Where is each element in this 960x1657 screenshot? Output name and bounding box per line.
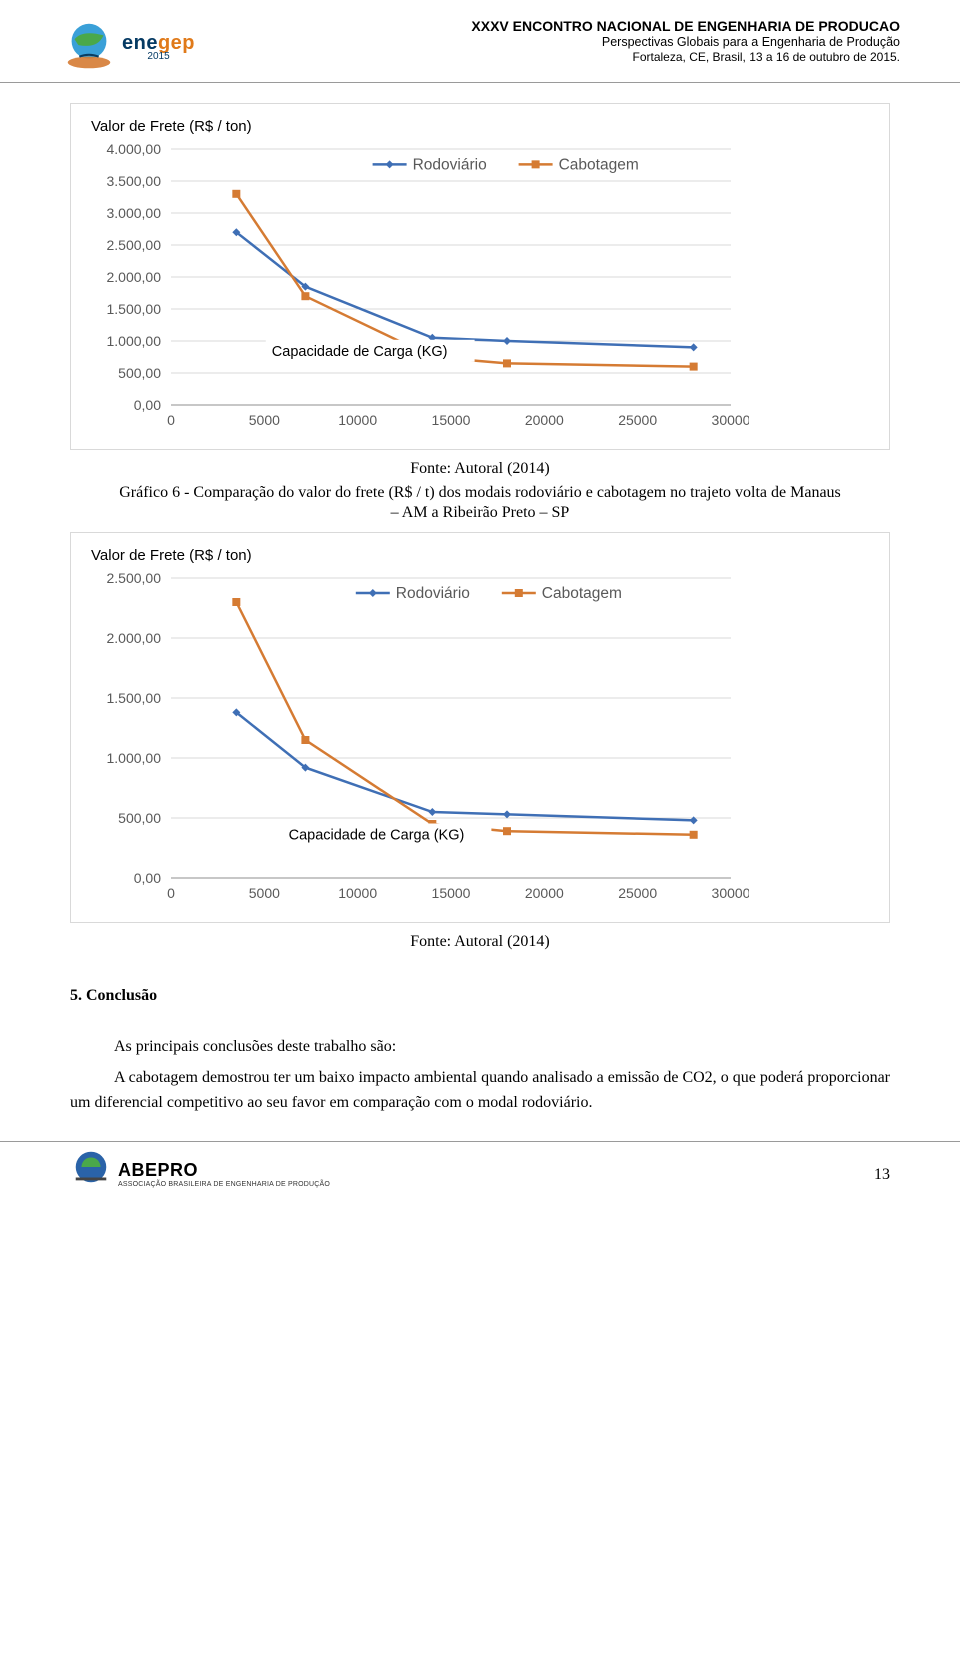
svg-text:500,00: 500,00: [118, 365, 161, 381]
chart1-svg: 0,00 500,00 1.000,00 1.500,00 2.000,00 2.500,…: [85, 141, 749, 435]
footer-brand: ABEPRO: [118, 1160, 330, 1181]
graph6-caption-line1: Gráfico 6 - Comparação do valor do frete…: [70, 484, 890, 502]
svg-text:30000: 30000: [712, 885, 749, 901]
svg-text:3.000,00: 3.000,00: [107, 205, 162, 221]
svg-text:2.500,00: 2.500,00: [107, 237, 162, 253]
svg-text:15000: 15000: [432, 412, 471, 428]
header-event-info: XXXV ENCONTRO NACIONAL DE ENGENHARIA DE …: [471, 18, 900, 64]
chart1-plot-area: 0,00 500,00 1.000,00 1.500,00 2.000,00 2.500,…: [85, 141, 871, 435]
svg-text:0: 0: [167, 412, 175, 428]
chart1-source: Fonte: Autoral (2014): [70, 460, 890, 478]
event-location-date: Fortaleza, CE, Brasil, 13 a 16 de outubr…: [471, 50, 900, 64]
svg-text:Rodoviário: Rodoviário: [396, 585, 470, 602]
svg-text:Rodoviário: Rodoviário: [413, 156, 487, 173]
abepro-icon: [70, 1146, 112, 1188]
svg-text:2.000,00: 2.000,00: [107, 630, 162, 646]
svg-text:0: 0: [167, 885, 175, 901]
chart2-plot-area: 0,00 500,00 1.000,00 1.500,00 2.000,00 2.500,…: [85, 570, 871, 908]
conclusion-para-2: A cabotagem demostrou ter um baixo impac…: [70, 1066, 890, 1116]
chart2-title: Valor de Frete (R$ / ton): [91, 547, 871, 564]
svg-text:1.000,00: 1.000,00: [107, 750, 162, 766]
svg-text:20000: 20000: [525, 412, 564, 428]
graph6-caption-line2: – AM a Ribeirão Preto – SP: [70, 504, 890, 522]
svg-text:1.000,00: 1.000,00: [107, 333, 162, 349]
svg-text:Cabotagem: Cabotagem: [542, 585, 622, 602]
svg-text:30000: 30000: [712, 412, 749, 428]
svg-text:15000: 15000: [432, 885, 471, 901]
svg-text:10000: 10000: [338, 885, 377, 901]
chart2-svg: 0,00 500,00 1.000,00 1.500,00 2.000,00 2.500,…: [85, 570, 749, 908]
svg-text:3.500,00: 3.500,00: [107, 173, 162, 189]
page-header: enegep 2015 XXXV ENCONTRO NACIONAL DE EN…: [0, 0, 960, 83]
globe-icon: [60, 18, 118, 76]
svg-text:25000: 25000: [618, 885, 657, 901]
chart1-title: Valor de Frete (R$ / ton): [91, 118, 871, 135]
svg-text:2.500,00: 2.500,00: [107, 570, 162, 586]
svg-text:500,00: 500,00: [118, 810, 161, 826]
abepro-logo: ABEPRO ASSOCIAÇÃO BRASILEIRA DE ENGENHAR…: [70, 1142, 330, 1188]
chart-frete-1: Valor de Frete (R$ / ton) 0,00 500,00 1.00…: [70, 103, 890, 450]
enegep-logo: enegep 2015: [60, 18, 195, 76]
chart2-source: Fonte: Autoral (2014): [70, 933, 890, 951]
footer-sub: ASSOCIAÇÃO BRASILEIRA DE ENGENHARIA DE P…: [118, 1181, 330, 1188]
svg-text:5000: 5000: [249, 885, 280, 901]
svg-text:Capacidade de Carga (KG): Capacidade de Carga (KG): [289, 828, 465, 844]
event-title: XXXV ENCONTRO NACIONAL DE ENGENHARIA DE …: [471, 18, 900, 34]
svg-text:20000: 20000: [525, 885, 564, 901]
conclusion-para-1: As principais conclusões deste trabalho …: [70, 1035, 890, 1060]
page-footer: ABEPRO ASSOCIAÇÃO BRASILEIRA DE ENGENHAR…: [0, 1141, 960, 1188]
page-number: 13: [874, 1166, 890, 1188]
svg-text:10000: 10000: [338, 412, 377, 428]
page-content: Valor de Frete (R$ / ton) 0,00 500,00 1.00…: [0, 83, 960, 1141]
svg-text:2.000,00: 2.000,00: [107, 269, 162, 285]
svg-text:Capacidade de Carga (KG): Capacidade de Carga (KG): [272, 344, 448, 360]
section-conclusion-title: 5. Conclusão: [70, 987, 890, 1005]
svg-text:0,00: 0,00: [134, 397, 161, 413]
svg-text:25000: 25000: [618, 412, 657, 428]
svg-text:1.500,00: 1.500,00: [107, 301, 162, 317]
chart-frete-2: Valor de Frete (R$ / ton) 0,00 500,00 1.00…: [70, 532, 890, 923]
svg-text:5000: 5000: [249, 412, 280, 428]
svg-text:1.500,00: 1.500,00: [107, 690, 162, 706]
svg-text:4.000,00: 4.000,00: [107, 141, 162, 157]
svg-text:Cabotagem: Cabotagem: [559, 156, 639, 173]
svg-text:0,00: 0,00: [134, 870, 161, 886]
event-subtitle: Perspectivas Globais para a Engenharia d…: [471, 35, 900, 49]
